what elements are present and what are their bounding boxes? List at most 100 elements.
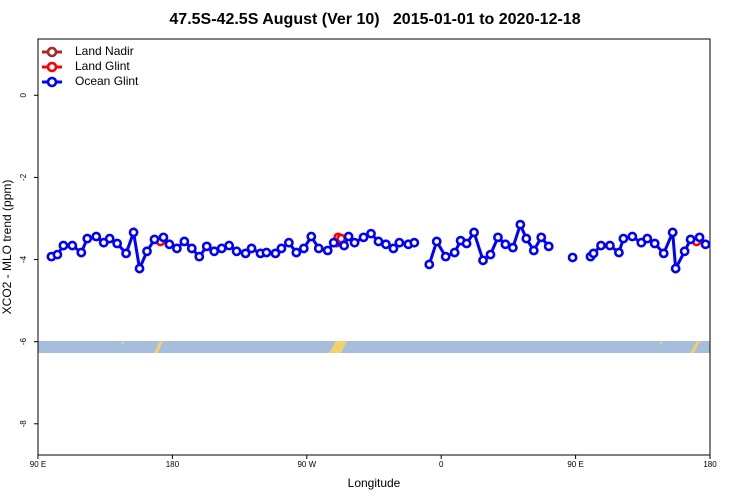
data-point xyxy=(521,233,532,244)
data-point xyxy=(349,237,360,248)
legend-marker xyxy=(46,61,58,73)
data-point xyxy=(231,246,242,257)
data-point xyxy=(366,228,376,239)
data-point xyxy=(358,232,369,243)
data-point xyxy=(76,247,87,258)
data-point xyxy=(485,249,496,260)
data-point xyxy=(381,239,391,250)
data-point xyxy=(121,248,132,259)
data-point xyxy=(536,232,547,243)
plot-frame xyxy=(37,38,711,456)
chart-title: 47.5S-42.5S August (Ver 10) 2015-01-01 t… xyxy=(169,11,580,28)
data-point xyxy=(186,243,197,254)
data-point xyxy=(596,240,606,251)
y-axis-label: XCO2 - MLO trend (ppm) xyxy=(0,180,14,315)
legend-label: Land Glint xyxy=(75,59,130,73)
data-point xyxy=(642,233,653,244)
data-point xyxy=(179,236,190,247)
data-point xyxy=(478,255,488,266)
x-tick-label: 90 W xyxy=(297,460,316,469)
legend-marker xyxy=(46,46,58,58)
data-point xyxy=(240,248,251,259)
data-point xyxy=(694,232,705,243)
data-point xyxy=(246,243,257,254)
data-point xyxy=(394,237,405,248)
land-slivers xyxy=(121,341,700,353)
data-point xyxy=(209,246,220,257)
data-point xyxy=(670,263,681,274)
legend-label: Ocean Glint xyxy=(75,74,139,88)
data-point xyxy=(298,243,309,254)
x-tick-label: 180 xyxy=(166,460,180,469)
data-point xyxy=(343,231,354,242)
data-point xyxy=(322,245,333,256)
y-tick-label: 0 xyxy=(19,92,28,97)
x-tick-label: 90 E xyxy=(30,460,46,469)
data-point xyxy=(507,242,518,253)
y-tick-label: -2 xyxy=(19,173,28,181)
data-point xyxy=(431,236,442,247)
ocean-band xyxy=(38,341,710,353)
data-point xyxy=(216,243,227,254)
data-point xyxy=(261,247,272,258)
data-point xyxy=(667,227,678,238)
legend-label: Land Nadir xyxy=(75,44,134,58)
data-point xyxy=(52,249,63,260)
x-tick-label: 90 E xyxy=(567,460,583,469)
data-point xyxy=(440,251,451,262)
data-point xyxy=(388,243,399,254)
data-point xyxy=(618,233,629,244)
x-tick-label: 0 xyxy=(439,460,444,469)
data-point xyxy=(679,246,690,257)
data-point xyxy=(91,231,102,242)
data-point xyxy=(149,234,160,245)
data-point xyxy=(373,236,384,247)
data-point xyxy=(500,239,511,250)
data-point xyxy=(112,238,123,249)
data-point xyxy=(461,238,472,249)
data-point xyxy=(627,231,638,242)
data-point xyxy=(164,239,175,250)
data-point xyxy=(658,248,669,259)
data-point xyxy=(276,243,287,254)
data-point xyxy=(528,245,539,256)
data-point xyxy=(67,240,78,251)
data-point xyxy=(449,247,460,258)
data-point xyxy=(201,241,212,252)
y-tick-label: -8 xyxy=(19,420,28,428)
data-point xyxy=(614,247,624,258)
data-point xyxy=(128,227,139,238)
data-point xyxy=(171,243,182,254)
data-point xyxy=(588,248,599,259)
data-point xyxy=(493,232,503,243)
data-point xyxy=(58,240,69,251)
data-point xyxy=(515,219,526,230)
data-point xyxy=(306,231,317,242)
data-point xyxy=(158,232,169,243)
y-tick-label: -4 xyxy=(19,255,28,263)
data-point xyxy=(291,247,302,258)
data-point xyxy=(270,248,281,259)
data-point xyxy=(328,237,339,248)
x-axis-label: Longitude xyxy=(348,476,401,490)
data-point xyxy=(469,227,479,238)
data-point xyxy=(649,238,660,249)
y-tick-label: -6 xyxy=(19,338,28,346)
data-point xyxy=(543,241,554,252)
data-point xyxy=(700,239,711,250)
data-point xyxy=(134,263,145,274)
data-point xyxy=(424,259,435,270)
data-point xyxy=(194,251,205,262)
legend-marker xyxy=(46,76,58,88)
data-point xyxy=(685,234,696,245)
data-point xyxy=(605,240,615,251)
data-point xyxy=(142,246,152,257)
data-point xyxy=(283,237,294,248)
x-tick-label: 180 xyxy=(703,460,717,469)
data-point xyxy=(339,240,350,251)
data-point xyxy=(409,237,420,248)
data-point xyxy=(224,240,235,251)
data-point xyxy=(313,243,324,254)
data-point xyxy=(82,233,93,244)
